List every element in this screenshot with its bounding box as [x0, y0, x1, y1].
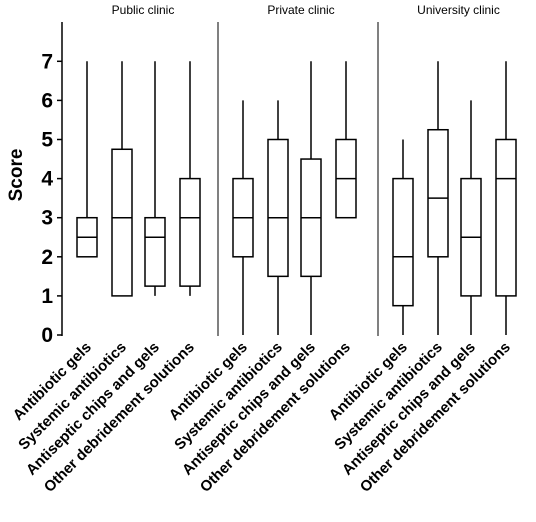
- category-label: Antiseptic chips and gels: [179, 339, 319, 479]
- y-tick-label: 2: [41, 246, 53, 269]
- category-label: Antiseptic chips and gels: [23, 339, 163, 479]
- category-label: Antiseptic chips and gels: [339, 339, 479, 479]
- y-tick-label: 7: [41, 50, 53, 73]
- box: [427, 128, 449, 258]
- box: [111, 148, 133, 297]
- y-tick-label: 5: [41, 129, 53, 152]
- box: [495, 138, 517, 297]
- panel-title: Public clinic: [112, 3, 175, 17]
- panel-title: Private clinic: [267, 3, 334, 17]
- y-tick-label: 3: [41, 207, 53, 230]
- box: [179, 177, 201, 287]
- box-plot: Antibiotic gels: [10, 61, 98, 424]
- box: [144, 216, 166, 287]
- y-tick-label: 4: [41, 168, 53, 191]
- y-tick-label: 1: [41, 285, 53, 308]
- panel-title: University clinic: [417, 3, 500, 17]
- y-tick-label: 0: [41, 324, 53, 347]
- y-tick-label: 6: [41, 89, 53, 112]
- y-axis-title: Score: [6, 149, 27, 202]
- axes: 0 1 2 3 4 5 6 7: [41, 22, 63, 347]
- box: [267, 138, 289, 278]
- box: [392, 177, 414, 307]
